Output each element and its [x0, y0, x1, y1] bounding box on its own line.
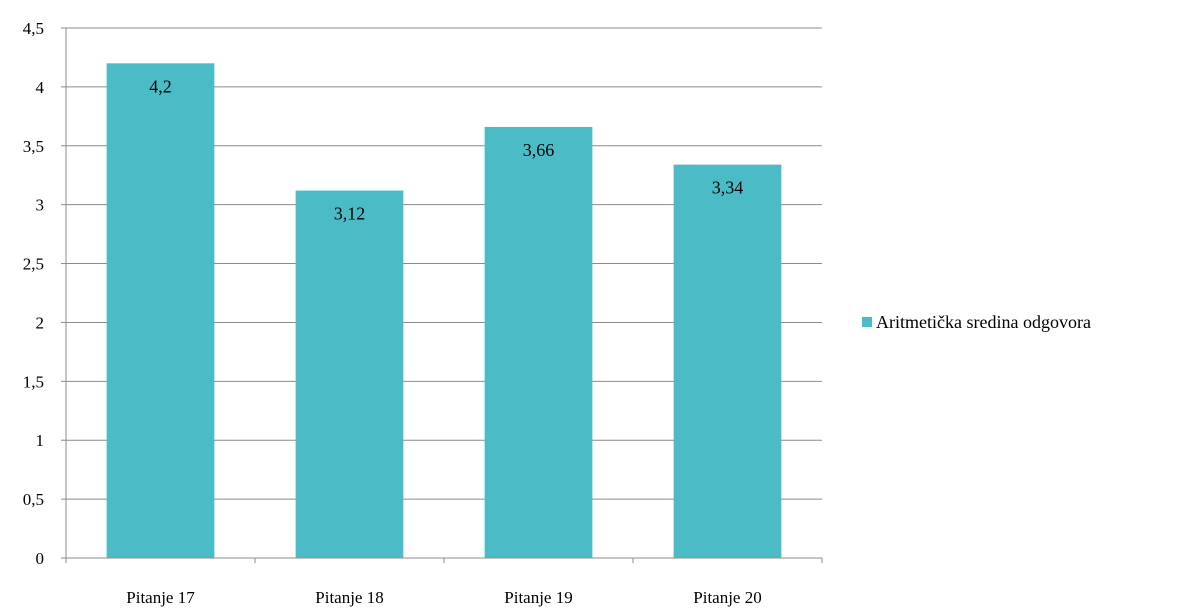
x-tick-label: Pitanje 18 — [315, 588, 383, 607]
y-tick-label: 4,5 — [23, 19, 44, 38]
x-tick-label: Pitanje 17 — [126, 588, 195, 607]
bar — [106, 63, 215, 558]
data-label: 3,34 — [712, 178, 744, 198]
bar — [673, 164, 782, 558]
x-axis-ticks: Pitanje 17 Pitanje 18 Pitanje 19 Pitanje 20 — [65, 558, 823, 607]
y-tick-label: 2 — [36, 313, 45, 332]
y-tick-label: 3 — [36, 196, 45, 215]
y-tick-label: 2,5 — [23, 255, 44, 274]
y-tick-label: 3,5 — [23, 137, 44, 156]
y-tick-label: 1,5 — [23, 372, 44, 391]
legend-swatch — [862, 317, 872, 327]
bar — [484, 126, 593, 558]
data-labels: 4,2 3,12 3,66 3,34 — [149, 76, 743, 223]
y-tick-label: 1 — [36, 431, 45, 450]
x-tick-label: Pitanje 19 — [504, 588, 572, 607]
y-tick-label: 0 — [36, 549, 45, 568]
bars — [106, 63, 782, 559]
data-label: 4,2 — [149, 76, 172, 96]
y-tick-label: 4 — [36, 78, 45, 97]
data-label: 3,66 — [523, 140, 555, 160]
legend-label: Aritmetička sredina odgovora — [876, 312, 1091, 332]
data-label: 3,12 — [334, 204, 366, 224]
x-tick-label: Pitanje 20 — [693, 588, 761, 607]
legend: Aritmetička sredina odgovora — [862, 312, 1091, 332]
y-axis-ticks: 0 0,5 1 1,5 2 2,5 3 3,5 4 4,5 — [23, 19, 66, 568]
y-tick-label: 0,5 — [23, 490, 44, 509]
bar — [295, 190, 404, 559]
